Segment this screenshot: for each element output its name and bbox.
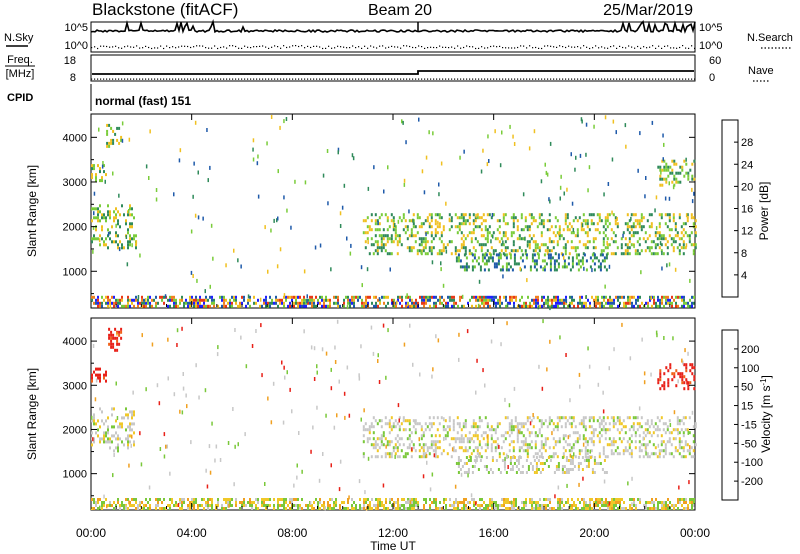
heatmap-feature-6 [91, 295, 695, 308]
colorbar-tick-3: 16 [741, 204, 753, 216]
x-tick-label-3: 12:00 [378, 526, 408, 540]
freq-right-tick-top: 60 [709, 55, 721, 67]
colorbar-tick-1: 100 [741, 363, 759, 375]
colorbar-tick-1: 8 [741, 248, 747, 260]
noise-panel [90, 21, 696, 53]
y-tick-label-1: 2000 [63, 222, 87, 234]
power-y-axis: 1000 2000 3000 4000 [63, 132, 695, 295]
noise-left-tick-bottom: 10^0 [64, 40, 88, 52]
frequency-trace [92, 70, 694, 75]
heatmap-feature-5 [657, 363, 696, 391]
heatmap-feature-0 [91, 407, 135, 453]
noise-traces [90, 19, 696, 50]
velocity-y-axis: 1000 2000 3000 4000 [63, 336, 695, 497]
cpid-value: normal (fast) 151 [95, 94, 191, 108]
colorbar-tick-5: 24 [741, 159, 753, 171]
velocity-colorbar: 200 100 50 15 -15 -50 -100 -200 [721, 329, 763, 501]
heatmap-feature-4 [455, 253, 608, 272]
freq-panel [90, 54, 696, 82]
freq-label-line1: Freq. [7, 54, 33, 66]
heatmap-feature-4 [455, 456, 608, 474]
power-heatmap [91, 115, 697, 311]
freq-right-tick-bottom: 0 [709, 72, 715, 84]
colorbar-tick-3: 15 [741, 401, 753, 413]
heatmap-feature-0 [91, 204, 137, 250]
colorbar-tick-4: -15 [741, 419, 757, 431]
heatmap-feature-1 [91, 164, 107, 183]
heatmap-feature-3 [362, 213, 697, 256]
heatmap-feature-5 [657, 159, 696, 187]
colorbar-tick-0: 4 [741, 270, 747, 282]
colorbar-tick-6: -100 [741, 457, 763, 469]
freq-traces [91, 70, 696, 80]
y-tick-label-2: 3000 [63, 177, 87, 189]
heatmap-feature-2 [108, 327, 123, 352]
freq-left-tick-bottom: 8 [70, 72, 76, 84]
y-tick-label-3: 4000 [63, 336, 87, 348]
colorbar-tick-5: -50 [741, 438, 757, 450]
y-tick-label-3: 4000 [63, 132, 87, 144]
x-tick-label-4: 16:00 [479, 526, 509, 540]
noise-sky-trace [90, 19, 696, 34]
velocity-ylabel: Slant Range [km] [25, 368, 39, 460]
heatmap-sparse-points [92, 115, 695, 311]
power-panel-frame [90, 113, 696, 309]
y-tick-label-2: 3000 [63, 380, 87, 392]
colorbar-tick-2: 12 [741, 226, 753, 238]
noise-right-tick-top: 10^5 [699, 22, 723, 34]
heatmap-sparse-points [91, 319, 694, 511]
y-tick-label-0: 1000 [63, 469, 87, 481]
x-tick-label-1: 04:00 [177, 526, 207, 540]
time-x-axis: 00:00 04:00 08:00 12:00 16:00 20:00 00:00 [76, 114, 710, 540]
y-tick-label-1: 2000 [63, 424, 87, 436]
beam-title: Beam 20 [368, 2, 432, 19]
heatmap-feature-6 [91, 498, 695, 510]
colorbar-tick-6: 28 [741, 137, 753, 149]
noise-right-label: N.Search [747, 32, 793, 44]
station-title: Blackstone (fitACF) [92, 0, 238, 19]
x-tick-label-0: 00:00 [76, 526, 106, 540]
heatmap-feature-2 [106, 123, 123, 148]
colorbar-tick-0: 200 [741, 344, 759, 356]
x-axis-label: Time UT [370, 539, 416, 553]
noise-right-tick-bottom: 10^0 [699, 40, 723, 52]
colorbar-tick-4: 20 [741, 181, 753, 193]
x-tick-label-5: 20:00 [579, 526, 609, 540]
freq-label-line2: [MHz] [6, 68, 35, 80]
colorbar-tick-7: -200 [741, 476, 763, 488]
noise-left-label: N.Sky [4, 32, 34, 44]
cpid-label: CPID [7, 92, 33, 104]
y-tick-label-0: 1000 [63, 266, 87, 278]
heatmap-feature-1 [91, 367, 107, 383]
nave-label: Nave [748, 65, 774, 77]
freq-left-tick-top: 18 [64, 55, 76, 67]
x-tick-label-6: 00:00 [680, 526, 710, 540]
velocity-heatmap [91, 319, 697, 511]
colorbar-tick-2: 50 [741, 382, 753, 394]
power-ylabel: Slant Range [km] [25, 165, 39, 257]
velocity-colorbar-label: Velocity [m s-1] [759, 375, 774, 453]
noise-left-tick-top: 10^5 [64, 22, 88, 34]
x-tick-label-2: 08:00 [277, 526, 307, 540]
power-colorbar-label: Power [dB] [757, 182, 771, 241]
date-title: 25/Mar/2019 [603, 2, 693, 19]
power-colorbar: 4 8 12 16 20 24 28 [721, 119, 753, 298]
heatmap-feature-3 [362, 416, 697, 459]
